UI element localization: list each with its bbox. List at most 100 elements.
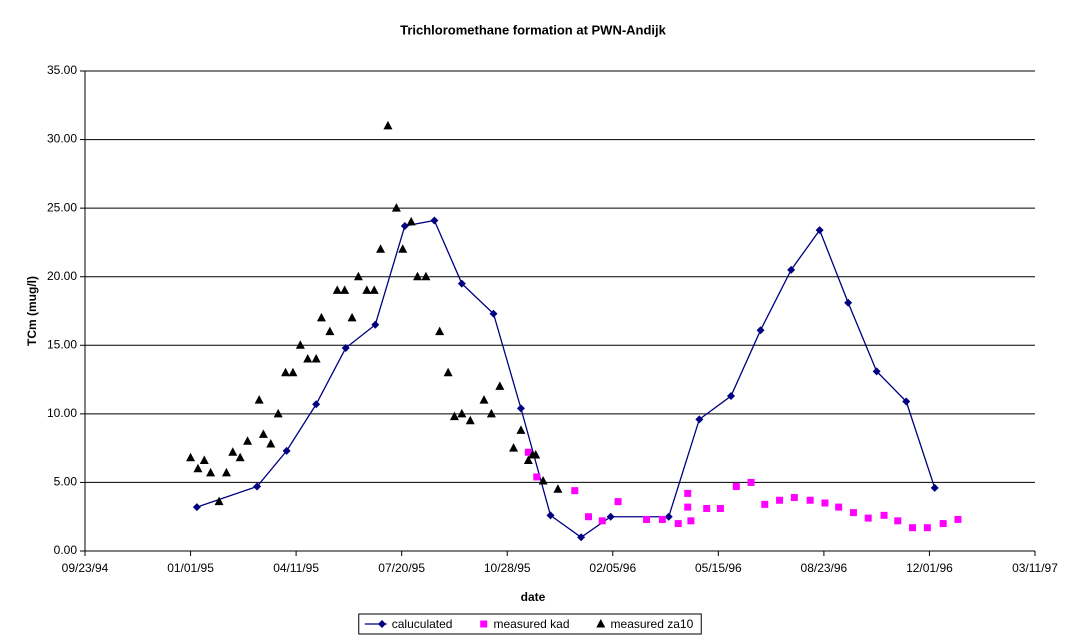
- data-point: [909, 524, 917, 532]
- data-point: [400, 221, 409, 230]
- data-point: [585, 513, 592, 521]
- data-point: [192, 503, 201, 512]
- y-tick-label: 20.00: [47, 269, 77, 283]
- legend-label: measured kad: [493, 617, 569, 631]
- x-tick-label: 03/11/97: [1012, 561, 1058, 575]
- data-point: [756, 326, 765, 335]
- legend-marker: [480, 620, 488, 628]
- y-tick-label: 15.00: [47, 337, 77, 351]
- data-point: [727, 392, 735, 401]
- data-point: [341, 344, 350, 353]
- data-point: [449, 411, 459, 421]
- data-point: [376, 244, 386, 253]
- data-point: [747, 478, 755, 486]
- data-point: [531, 450, 541, 459]
- data-point: [347, 312, 357, 322]
- x-tick-label: 12/01/96: [906, 561, 953, 575]
- data-point: [761, 500, 769, 508]
- data-point: [353, 271, 363, 281]
- data-point: [684, 489, 692, 497]
- data-point: [383, 120, 393, 130]
- data-point: [254, 395, 264, 404]
- legend-label: measured za10: [611, 617, 694, 631]
- data-point: [228, 447, 238, 456]
- data-point: [479, 395, 489, 404]
- data-line: [196, 219, 936, 539]
- data-point: [716, 504, 724, 512]
- data-point: [371, 320, 380, 329]
- data-point: [516, 404, 525, 413]
- data-point: [598, 517, 606, 525]
- data-point: [844, 298, 853, 307]
- legend-marker: [596, 619, 606, 628]
- x-tick-label: 01/01/95: [167, 561, 214, 575]
- data-point: [787, 265, 796, 274]
- data-point: [930, 483, 939, 492]
- data-point: [880, 511, 888, 519]
- data-point: [312, 400, 321, 409]
- data-point: [894, 517, 902, 525]
- data-point: [258, 429, 268, 438]
- data-point: [815, 226, 824, 235]
- data-point: [538, 476, 548, 485]
- data-point: [199, 455, 209, 464]
- data-point: [443, 367, 453, 377]
- data-point: [391, 203, 401, 212]
- data-point: [398, 244, 408, 253]
- data-point: [303, 354, 313, 363]
- data-point: [273, 408, 283, 418]
- data-point: [790, 494, 798, 502]
- data-point: [923, 524, 931, 532]
- x-tick-label: 08/23/96: [801, 561, 848, 575]
- data-point: [369, 285, 379, 294]
- data-point: [206, 467, 216, 477]
- y-tick-label: 5.00: [54, 475, 78, 489]
- data-point: [524, 448, 532, 456]
- data-point: [288, 367, 298, 377]
- data-point: [243, 436, 253, 445]
- data-point: [732, 483, 740, 491]
- data-point: [509, 443, 519, 452]
- data-point: [495, 381, 505, 390]
- data-point: [902, 397, 911, 406]
- data-point: [835, 503, 843, 511]
- data-point: [954, 515, 962, 523]
- data-point: [614, 498, 622, 506]
- data-point: [523, 455, 533, 464]
- y-tick-label: 10.00: [47, 406, 77, 420]
- data-point: [489, 309, 498, 318]
- data-point: [457, 279, 466, 288]
- data-point: [295, 340, 305, 349]
- data-point: [684, 503, 692, 511]
- legend-marker: [378, 620, 386, 628]
- data-point: [413, 271, 422, 281]
- x-tick-label: 05/15/96: [695, 561, 742, 575]
- data-point: [776, 496, 784, 504]
- x-tick-label: 09/23/94: [62, 561, 109, 575]
- data-point: [864, 514, 872, 522]
- data-point: [486, 408, 496, 418]
- data-point: [362, 285, 372, 294]
- y-axis-label: TCm (mug/l): [25, 276, 39, 346]
- data-point: [340, 285, 350, 294]
- x-tick-label: 10/28/95: [484, 561, 531, 575]
- data-point: [193, 463, 203, 473]
- data-point: [553, 484, 563, 493]
- data-point: [687, 517, 695, 525]
- data-point: [316, 312, 326, 322]
- data-point: [430, 216, 439, 225]
- data-point: [516, 425, 526, 434]
- y-tick-label: 25.00: [47, 200, 77, 214]
- data-point: [546, 511, 555, 520]
- data-point: [435, 326, 445, 336]
- data-point: [457, 408, 467, 418]
- legend-box: [358, 613, 702, 635]
- data-point: [606, 512, 615, 521]
- data-point: [533, 473, 541, 481]
- data-point: [465, 415, 475, 425]
- x-axis-label: date: [521, 590, 546, 604]
- data-point: [849, 509, 857, 517]
- data-point: [282, 446, 291, 455]
